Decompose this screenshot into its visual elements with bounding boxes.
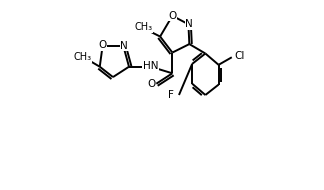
Text: O: O — [98, 40, 107, 50]
Text: CH₃: CH₃ — [74, 52, 92, 62]
Text: CH₃: CH₃ — [134, 22, 152, 32]
Text: O: O — [168, 11, 177, 21]
Text: HN: HN — [143, 61, 158, 71]
Text: O: O — [147, 79, 156, 89]
Text: N: N — [185, 19, 193, 29]
Text: N: N — [121, 41, 128, 51]
Text: F: F — [168, 90, 174, 100]
Text: Cl: Cl — [235, 51, 245, 61]
